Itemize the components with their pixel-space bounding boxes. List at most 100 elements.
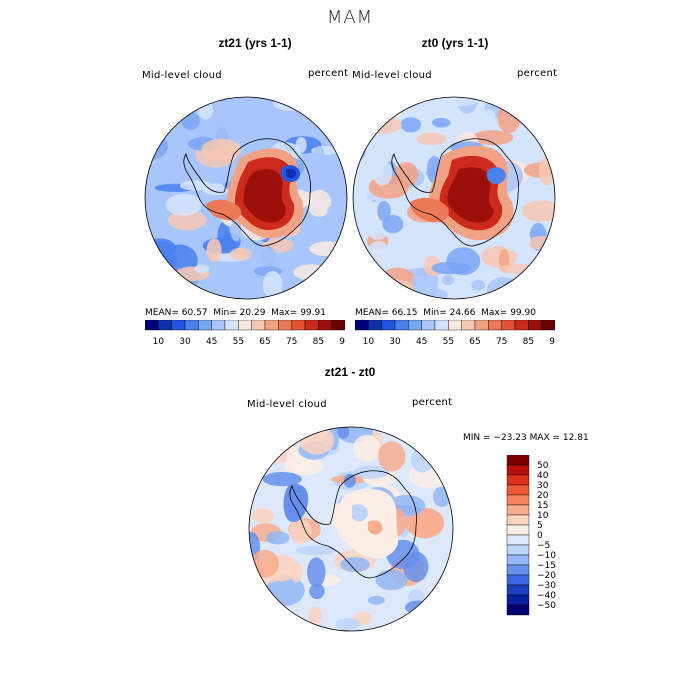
panel-1-map [144,96,348,300]
field-patch [369,228,387,240]
field-patch [497,102,521,134]
colorbar-1-box-6 [224,320,239,331]
field-patch [179,180,214,191]
panel-2-map [352,96,556,300]
panel-1-min-value: 20.29 [239,308,266,318]
field-patch [371,279,414,293]
colorbar-3-tick-label: −30 [537,581,556,591]
panel-1-mean-value: 60.57 [181,308,208,318]
field-patch [400,117,422,133]
panel-1-continent-core-2 [243,169,286,223]
field-patch [167,97,184,109]
field-patch [480,109,496,125]
field-patch [309,241,345,257]
colorbar-2-box-12 [514,320,529,331]
field-patch [308,282,346,294]
panel-2-continent-core-2 [447,167,494,223]
panel-1-peninsula-high [206,199,242,221]
field-patch [471,280,486,291]
panel-2-field-label: Mid-level cloud [352,70,432,81]
colorbar-3-box-3 [506,484,530,496]
colorbar-1-box-10 [278,320,292,331]
panel-3-title: zt21 - zt0 [324,365,376,379]
field-patch [340,557,370,573]
colorbar-3-tick-label: 15 [537,501,548,511]
panel-1-title: zt21 (yrs 1-1) [218,36,292,50]
colorbar-2-box-6 [434,320,449,331]
panel-2-coastline [391,138,519,247]
field-patch [299,427,335,455]
colorbar-2-tick-label: 30 [389,337,401,347]
field-patch [295,136,307,154]
field-patch [251,427,267,442]
field-patch [273,97,306,111]
field-patch [165,193,203,216]
panel-1-field-label: Mid-level cloud [142,70,222,81]
field-patch [353,465,389,479]
field-patch [410,447,434,473]
field-patch [249,438,277,465]
field-patch [540,109,555,119]
colorbar-1-tick-label: 55 [233,337,244,347]
field-patch [431,261,471,275]
colorbar-1-box-11 [291,320,306,331]
field-patch [416,132,447,146]
colorbar-3-box-6 [506,514,530,526]
colorbar-2-tick-label: 55 [443,337,454,347]
field-patch [432,117,451,128]
colorbar-1-box-2 [171,320,186,331]
colorbar-3-box-15 [506,604,530,616]
panel-3-units-label: percent [412,397,453,408]
field-patch [404,509,444,537]
panel-3-coastline [289,470,417,579]
panel-3-map-border [248,426,454,632]
field-patch [194,264,210,274]
field-patch [290,561,303,583]
field-patch [230,218,242,242]
panel-3-stats: MIN = −23.23 MAX = 12.81 [463,433,589,443]
colorbar-3-box-13 [506,584,530,596]
colorbar-1-tick-label: 85 [313,337,324,347]
colorbar-1-tick-label: 65 [259,337,270,347]
panel-2-blue-spot [486,167,506,184]
colorbar-3-box-11 [506,564,530,576]
field-patch [497,264,540,274]
colorbar-3-tick-label: −5 [537,541,550,551]
colorbar-3-tick-label: −15 [537,561,556,571]
panel-1-stats: MEAN= 60.57 Min= 20.29 Max= 99.91 [145,308,326,318]
panel-2-min-value: 24.66 [449,308,476,318]
colorbar-3-tick-label: 0 [537,531,543,541]
field-patch [353,434,381,462]
field-patch [206,238,222,263]
field-patch [511,281,522,294]
colorbar-2-tick-label: 85 [523,337,534,347]
colorbar-3-tick-label: −20 [537,571,556,581]
field-patch [293,264,330,281]
colorbar-3-box-0 [506,455,530,466]
field-patch [262,270,283,299]
field-patch [337,427,350,439]
colorbar-1-box-12 [304,320,319,331]
field-patch [145,114,158,130]
colorbar-2-box-10 [488,320,502,331]
field-patch [307,557,326,588]
panel-1-coastline [183,138,311,247]
field-patch [404,600,433,615]
colorbar-1-box-7 [238,320,252,331]
field-patch [502,280,528,299]
colorbar-3-box-12 [506,574,530,586]
field-patch [432,486,452,507]
panel-1-units-label: percent [308,68,349,79]
field-patch [521,200,555,222]
panel-2-mean-value: 66.15 [391,308,418,318]
panel-1-max-value: 99.91 [300,308,326,318]
colorbar-2-box-4 [408,320,422,331]
field-patch [471,130,514,146]
panel-1-blue-spot-core [286,168,297,179]
panel-1-max-label: Max= [271,308,298,318]
field-patch [289,519,312,544]
field-patch [500,227,531,252]
panel-2-mean-label: MEAN= [355,308,389,318]
colorbar-1-tick-label: 30 [179,337,191,347]
field-patch [437,597,453,623]
